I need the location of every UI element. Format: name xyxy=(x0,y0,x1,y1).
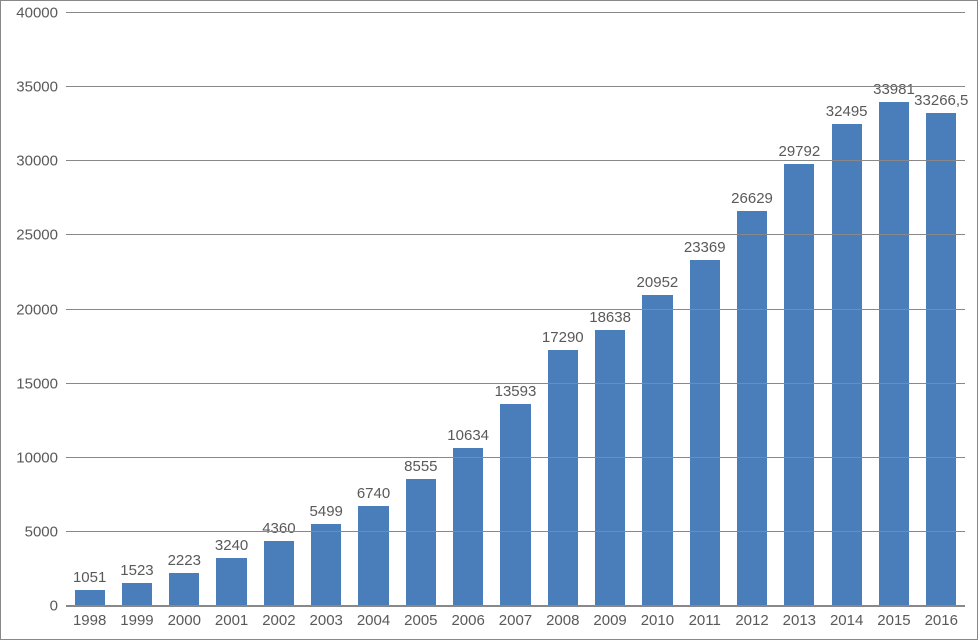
x-tick-label: 2007 xyxy=(499,606,532,629)
x-tick-label: 1998 xyxy=(73,606,106,629)
bar-slot: 106342006 xyxy=(445,13,492,606)
bar-slot: 324952014 xyxy=(823,13,870,606)
bar-value-label: 29792 xyxy=(778,143,820,160)
bar-value-label: 13593 xyxy=(495,383,537,400)
bar xyxy=(122,583,152,606)
x-tick-label: 2014 xyxy=(830,606,863,629)
bar-slot: 15231999 xyxy=(113,13,160,606)
gridline xyxy=(66,531,965,532)
bar-value-label: 17290 xyxy=(542,329,584,346)
gridline xyxy=(66,457,965,458)
gridline xyxy=(66,309,965,310)
bar xyxy=(926,113,956,606)
bar-slot: 43602002 xyxy=(255,13,302,606)
bar xyxy=(784,164,814,606)
bar-slot: 209522010 xyxy=(634,13,681,606)
bar xyxy=(642,295,672,606)
bar-value-label: 3240 xyxy=(215,537,248,554)
gridline xyxy=(66,86,965,87)
x-tick-label: 2000 xyxy=(168,606,201,629)
bar-chart: 1051199815231999222320003240200143602002… xyxy=(0,0,978,640)
bar-value-label: 4360 xyxy=(262,520,295,537)
bar-value-label: 33266,5 xyxy=(914,92,968,109)
x-tick-label: 2008 xyxy=(546,606,579,629)
bar-value-label: 18638 xyxy=(589,309,631,326)
bar-value-label: 20952 xyxy=(637,274,679,291)
bar xyxy=(737,211,767,606)
bar xyxy=(311,524,341,606)
y-tick-label: 25000 xyxy=(16,227,66,244)
bar xyxy=(358,506,388,606)
gridline xyxy=(66,234,965,235)
x-tick-label: 2006 xyxy=(451,606,484,629)
bar-slot: 67402004 xyxy=(350,13,397,606)
bar-value-label: 26629 xyxy=(731,190,773,207)
bar-slot: 297922013 xyxy=(776,13,823,606)
x-tick-label: 2004 xyxy=(357,606,390,629)
bar-value-label: 1051 xyxy=(73,569,106,586)
bar xyxy=(169,573,199,606)
bar-slot: 33266,52016 xyxy=(918,13,965,606)
x-tick-label: 2013 xyxy=(783,606,816,629)
bar xyxy=(406,479,436,606)
bar-slot: 22232000 xyxy=(161,13,208,606)
x-tick-label: 2012 xyxy=(735,606,768,629)
bar-slot: 10511998 xyxy=(66,13,113,606)
bar-value-label: 8555 xyxy=(404,458,437,475)
x-tick-label: 2009 xyxy=(593,606,626,629)
bar xyxy=(548,350,578,606)
bar-value-label: 5499 xyxy=(310,503,343,520)
gridline xyxy=(66,160,965,161)
y-tick-label: 10000 xyxy=(16,449,66,466)
y-tick-label: 35000 xyxy=(16,79,66,96)
x-tick-label: 1999 xyxy=(120,606,153,629)
bar-slot: 339812015 xyxy=(870,13,917,606)
bar xyxy=(453,448,483,606)
x-tick-label: 2001 xyxy=(215,606,248,629)
x-tick-label: 2002 xyxy=(262,606,295,629)
y-tick-label: 20000 xyxy=(16,301,66,318)
gridline xyxy=(66,383,965,384)
gridline xyxy=(66,12,965,13)
bar-value-label: 23369 xyxy=(684,239,726,256)
bar xyxy=(264,541,294,606)
bar-value-label: 1523 xyxy=(120,562,153,579)
bars-container: 1051199815231999222320003240200143602002… xyxy=(66,13,965,606)
x-tick-label: 2015 xyxy=(877,606,910,629)
bar-slot: 54992003 xyxy=(303,13,350,606)
bar-slot: 186382009 xyxy=(586,13,633,606)
y-tick-label: 40000 xyxy=(16,5,66,22)
bar-value-label: 33981 xyxy=(873,81,915,98)
bar-slot: 85552005 xyxy=(397,13,444,606)
y-tick-label: 15000 xyxy=(16,375,66,392)
bar xyxy=(500,404,530,606)
bar xyxy=(690,260,720,606)
bar xyxy=(595,330,625,606)
bar xyxy=(832,124,862,606)
plot-area: 1051199815231999222320003240200143602002… xyxy=(66,13,965,607)
y-tick-label: 30000 xyxy=(16,153,66,170)
bar-slot: 233692011 xyxy=(681,13,728,606)
bar xyxy=(75,590,105,606)
bar-value-label: 32495 xyxy=(826,103,868,120)
y-tick-label: 0 xyxy=(50,598,66,615)
bar-slot: 135932007 xyxy=(492,13,539,606)
x-tick-label: 2005 xyxy=(404,606,437,629)
x-tick-label: 2016 xyxy=(925,606,958,629)
gridline xyxy=(66,605,965,606)
bar-value-label: 6740 xyxy=(357,485,390,502)
bar xyxy=(216,558,246,606)
x-tick-label: 2010 xyxy=(641,606,674,629)
x-tick-label: 2003 xyxy=(310,606,343,629)
y-tick-label: 5000 xyxy=(25,523,66,540)
bar-slot: 32402001 xyxy=(208,13,255,606)
x-tick-label: 2011 xyxy=(689,606,721,629)
bar-value-label: 2223 xyxy=(168,552,201,569)
bar-slot: 172902008 xyxy=(539,13,586,606)
bar-slot: 266292012 xyxy=(728,13,775,606)
bar-value-label: 10634 xyxy=(447,427,489,444)
